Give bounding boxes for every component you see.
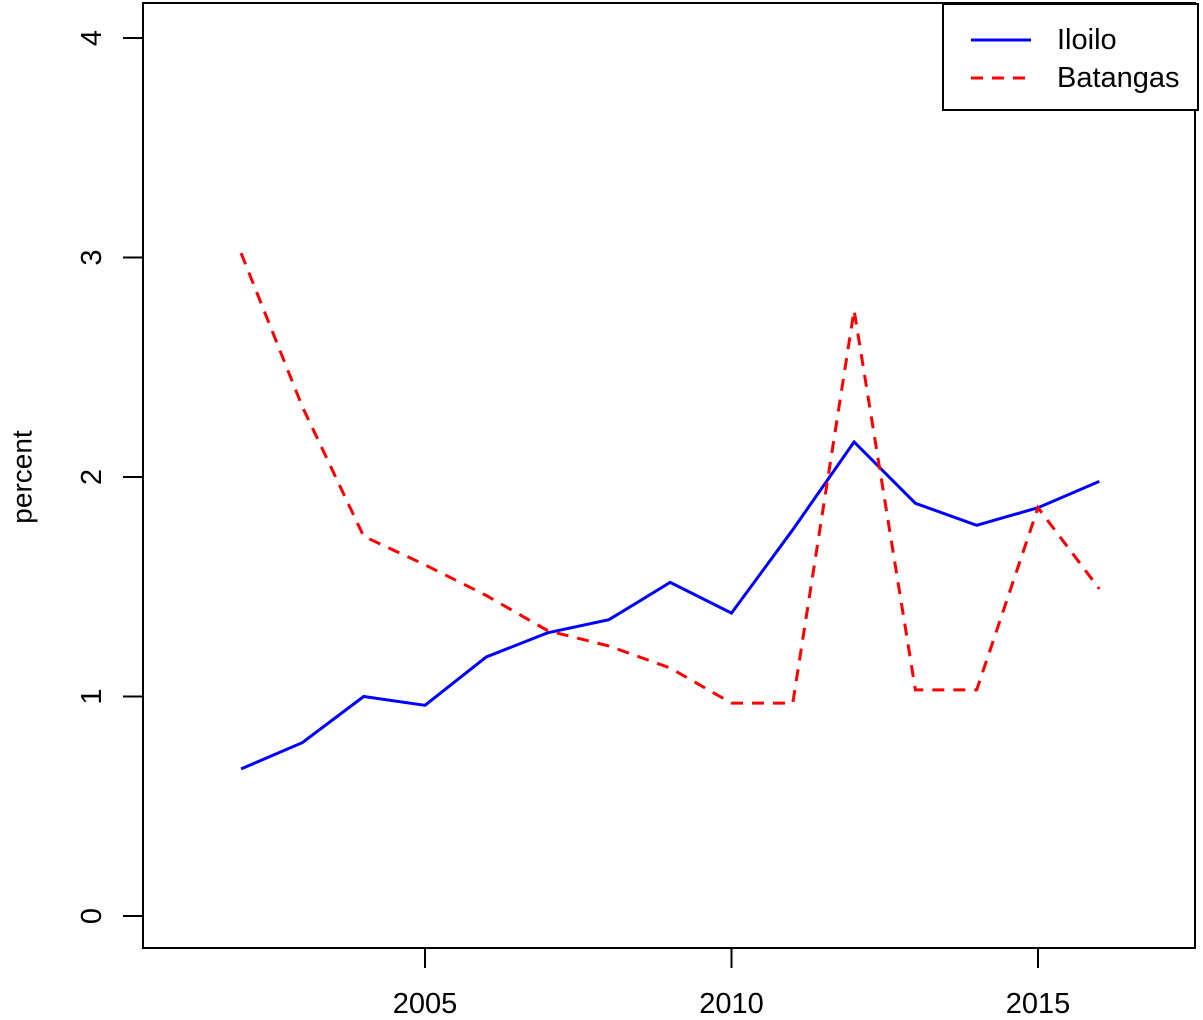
plot-area-border xyxy=(142,2,1196,949)
legend-label-batangas: Batangas xyxy=(1057,62,1180,94)
legend: Iloilo Batangas xyxy=(942,3,1199,111)
series-group xyxy=(239,252,1101,771)
series-line-iloilo xyxy=(240,439,1100,771)
x-tick-label: 2010 xyxy=(699,988,764,1020)
y-tick-label: 4 xyxy=(76,30,108,46)
x-axis: 2005 2010 2015 xyxy=(393,948,1071,1020)
series-line-batangas xyxy=(239,252,1101,705)
y-tick-label: 3 xyxy=(76,249,108,265)
y-axis-title: percent xyxy=(7,430,38,524)
legend-label-iloilo: Iloilo xyxy=(1057,24,1117,56)
y-tick-label: 1 xyxy=(76,688,108,704)
legend-border xyxy=(942,3,1199,111)
y-tick-label: 0 xyxy=(76,908,108,924)
x-tick-label: 2005 xyxy=(393,988,458,1020)
y-axis: 0 1 2 3 4 xyxy=(76,30,143,924)
y-tick-label: 2 xyxy=(76,469,108,485)
x-tick-label: 2015 xyxy=(1006,988,1071,1020)
